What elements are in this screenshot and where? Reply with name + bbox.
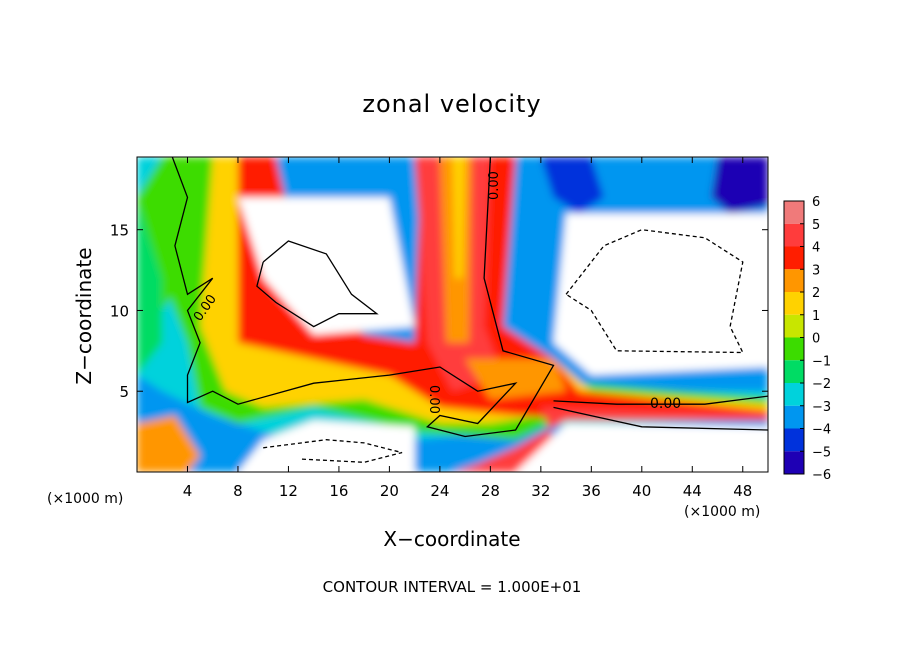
- contour-label: 0.00: [650, 396, 681, 412]
- field-region: [540, 157, 604, 214]
- field-region-clipped: [238, 197, 415, 335]
- field-region: [137, 415, 201, 472]
- colorbar-label: −1: [812, 354, 831, 369]
- x-tick-label: 40: [632, 482, 651, 500]
- colorbar-swatch: [784, 451, 804, 475]
- x-tick-label: 24: [430, 482, 449, 500]
- colorbar-label: 0: [812, 332, 820, 347]
- y-axis-title: Z−coordinate: [72, 247, 96, 384]
- colorbar-label: −5: [812, 445, 831, 460]
- colorbar-swatch: [784, 223, 804, 247]
- contour-dashed: [565, 229, 744, 354]
- y-tick-label: 10: [110, 302, 129, 320]
- x-tick-label: 4: [183, 482, 193, 500]
- x-tick-label: 48: [733, 482, 752, 500]
- colorbar-swatch: [784, 360, 804, 384]
- field-region: [452, 407, 768, 472]
- plot-area: [136, 156, 769, 473]
- contour-lines: [171, 157, 768, 463]
- zero-contour: [553, 395, 768, 405]
- colorbar: 6 5 4 3 2 1 0 −1 −2 −3 −4 −5 −6: [783, 195, 831, 483]
- colorbar-label: 1: [812, 309, 820, 324]
- colorbar-swatch: [784, 405, 804, 429]
- colorbar-label: 5: [812, 218, 820, 233]
- footer-contour-interval: CONTOUR INTERVAL = 1.000E+01: [323, 578, 582, 596]
- colorbar-swatch: [784, 292, 804, 315]
- velocity-field: [137, 157, 768, 472]
- x-tick-label: 20: [380, 482, 399, 500]
- x-unit-label-left: (×1000 m): [47, 491, 123, 507]
- x-tick-label: 36: [582, 482, 601, 500]
- contour-label: 0.00: [426, 385, 441, 414]
- x-tick-label: 32: [531, 482, 550, 500]
- contour-solid: [553, 406, 768, 431]
- field-region-clipped: [515, 423, 768, 472]
- x-tick-label: 12: [279, 482, 298, 500]
- colorbar-swatch: [784, 383, 804, 406]
- field-region: [137, 197, 163, 376]
- y-tick-label: 15: [110, 222, 129, 240]
- colorbar-label: 3: [812, 263, 820, 278]
- contour-solid: [256, 240, 379, 328]
- colorbar-label: −6: [812, 468, 831, 483]
- colorbar-label: 6: [812, 195, 820, 210]
- colorbar-label: 2: [812, 286, 820, 301]
- x-unit-label-right: (×1000 m): [684, 504, 760, 520]
- x-tick-label: 16: [329, 482, 348, 500]
- y-axis: 5 10 15: [110, 222, 768, 401]
- colorbar-label: −3: [812, 400, 831, 415]
- x-axis: 4 8 12 16 20 24 28 32 36 40 44 48: [183, 157, 752, 500]
- x-tick-label: 28: [481, 482, 500, 500]
- colorbar-swatch: [784, 269, 804, 293]
- x-axis-title: X−coordinate: [383, 527, 520, 551]
- field-region-clipped: [238, 420, 415, 472]
- y-tick-label: 5: [119, 383, 129, 401]
- colorbar-swatch: [784, 246, 804, 270]
- field-region: [465, 358, 567, 400]
- colorbar-swatch: [784, 201, 804, 224]
- colorbar-label: −2: [812, 377, 831, 392]
- field-region: [711, 157, 768, 214]
- colorbar-swatch: [784, 314, 804, 338]
- chart-title: zonal velocity: [362, 90, 541, 118]
- colorbar-label: −4: [812, 423, 831, 438]
- field-region: [238, 157, 768, 419]
- colorbar-swatch: [784, 428, 804, 452]
- field-region: [452, 157, 466, 279]
- x-tick-label: 8: [233, 482, 243, 500]
- zero-contour: [171, 157, 555, 438]
- plot-frame: [136, 156, 769, 473]
- x-tick-label: 44: [683, 482, 702, 500]
- contour-label: 0.00: [487, 171, 502, 200]
- contour-dashed: [263, 439, 403, 463]
- colorbar-swatch: [784, 337, 804, 361]
- colorbar-label: 4: [812, 241, 820, 256]
